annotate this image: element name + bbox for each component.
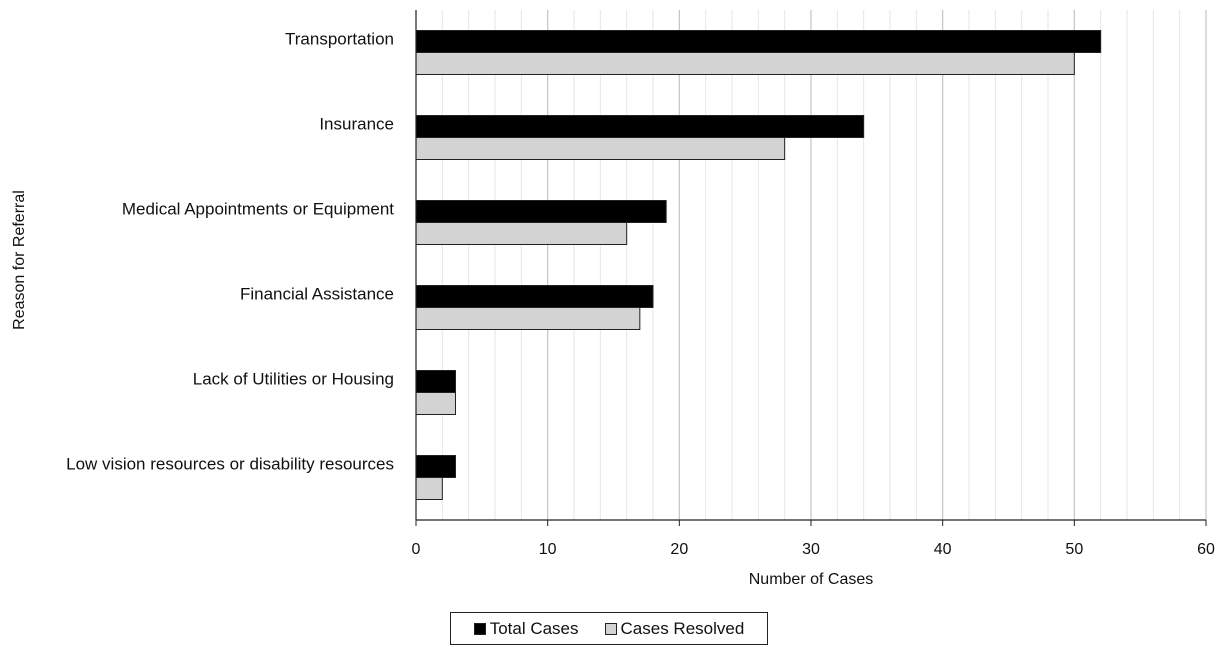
category-label: Insurance [319,115,394,134]
x-tick-label: 40 [934,541,952,558]
x-tick-labels: 0 10 20 30 40 50 60 [412,520,1215,558]
legend-label-total-cases: Total Cases [489,618,579,638]
legend-item-cases-resolved: Cases Resolved [604,618,745,639]
bar-cases-resolved-4 [415,307,641,330]
bar-cases-resolved-3 [415,222,628,245]
legend-swatch-cases-resolved [604,622,617,635]
x-axis-title: Number of Cases [749,571,874,588]
category-label: Low vision resources or disability resou… [66,455,394,474]
bar-total-cases-2 [415,115,865,138]
legend-swatch-total-cases [473,622,486,635]
bar-total-cases-6 [415,455,456,478]
x-tick-label: 10 [539,541,557,558]
x-tick-label: 0 [412,541,421,558]
bar-cases-resolved-6 [415,477,443,500]
bar-total-cases-4 [415,285,654,308]
y-axis-title: Reason for Referral [11,190,28,330]
category-label: Financial Assistance [240,285,394,304]
legend: Total Cases Cases Resolved [450,612,768,645]
bar-cases-resolved-5 [415,392,456,415]
legend-item-total-cases: Total Cases [473,618,579,639]
legend-label-cases-resolved: Cases Resolved [620,618,745,638]
gridlines [441,10,1207,520]
x-tick-label: 30 [802,541,820,558]
bar-total-cases-3 [415,200,667,223]
bar-total-cases-5 [415,370,456,393]
category-label: Transportation [285,30,394,49]
x-tick-label: 60 [1197,541,1215,558]
x-tick-label: 50 [1065,541,1083,558]
bar-cases-resolved-2 [415,137,786,160]
x-tick-label: 20 [670,541,688,558]
category-label: Medical Appointments or Equipment [122,200,394,219]
bar-cases-resolved-1 [415,52,1075,75]
bar-total-cases-1 [415,30,1102,53]
chart: 0 10 20 30 40 50 60 Transportation Insurance Med… [11,10,1215,588]
category-labels: Transportation Insurance Medical Appointme… [66,30,394,474]
category-label: Lack of Utilities or Housing [193,370,394,389]
